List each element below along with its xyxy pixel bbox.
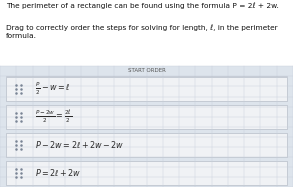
- Text: $\frac{P-2w}{2} = \frac{2\ell}{2}$: $\frac{P-2w}{2} = \frac{2\ell}{2}$: [35, 109, 72, 125]
- FancyBboxPatch shape: [0, 66, 293, 187]
- Text: $\frac{P}{2} - w = \ell$: $\frac{P}{2} - w = \ell$: [35, 81, 71, 97]
- FancyBboxPatch shape: [6, 77, 287, 101]
- Text: $P = 2\ell + 2w$: $P = 2\ell + 2w$: [35, 167, 82, 178]
- FancyBboxPatch shape: [6, 160, 287, 185]
- Text: The perimeter of a rectangle can be found using the formula P = 2ℓ + 2w.: The perimeter of a rectangle can be foun…: [6, 3, 279, 9]
- FancyBboxPatch shape: [6, 133, 287, 157]
- FancyBboxPatch shape: [6, 105, 287, 129]
- Text: START ORDER: START ORDER: [127, 68, 166, 73]
- Text: $P - 2w = 2\ell + 2w - 2w$: $P - 2w = 2\ell + 2w - 2w$: [35, 139, 125, 150]
- Text: Drag to correctly order the steps for solving for length, ℓ, in the perimeter
fo: Drag to correctly order the steps for so…: [6, 24, 277, 39]
- FancyBboxPatch shape: [0, 0, 293, 66]
